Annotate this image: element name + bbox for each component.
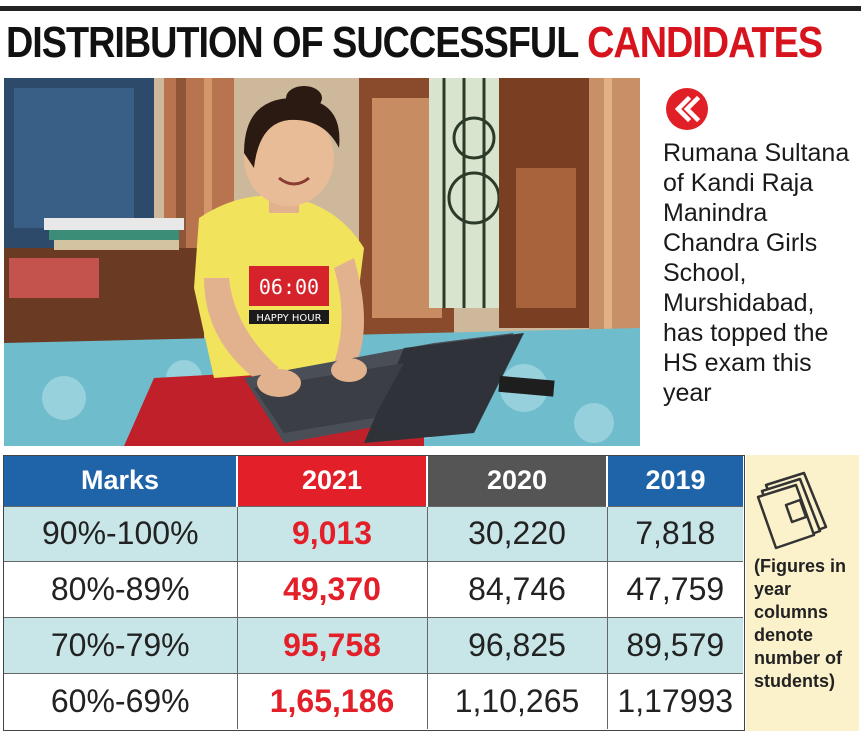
table-row: 90%-100% 9,013 30,220 7,818	[4, 505, 743, 562]
cell-2020: 84,746	[427, 561, 608, 618]
cell-2019: 7,818	[607, 505, 743, 562]
cell-2019: 47,759	[607, 561, 743, 618]
cell-2021: 95,758	[237, 617, 428, 674]
table-row: 70%-79% 95,758 96,825 89,579	[4, 617, 743, 674]
cell-2020: 1,10,265	[427, 673, 608, 729]
cell-2020: 30,220	[427, 505, 608, 562]
headline-red: CANDIDATES	[587, 18, 823, 67]
marks-table: Marks 2021 2020 2019 90%-100% 9,013 30,2…	[3, 455, 745, 731]
cell-2019: 89,579	[607, 617, 743, 674]
stack-of-papers-icon	[756, 471, 828, 550]
headline: DISTRIBUTION OF SUCCESSFUL CANDIDATES	[6, 14, 823, 72]
note-panel: (Figures in year columns denote number o…	[746, 455, 859, 731]
top-rule	[0, 6, 861, 11]
header-2020: 2020	[427, 456, 608, 506]
cell-2021: 9,013	[237, 505, 428, 562]
shirt-print-time: 06:00	[259, 275, 319, 299]
cell-2020: 96,825	[427, 617, 608, 674]
distribution-table: Marks 2021 2020 2019 90%-100% 9,013 30,2…	[4, 456, 743, 729]
cell-2019: 1,17993	[607, 673, 743, 729]
table-row: 80%-89% 49,370 84,746 47,759	[4, 561, 743, 618]
cell-2021: 49,370	[237, 561, 428, 618]
photo-illustration: 06:00 HAPPY HOUR	[4, 78, 640, 446]
header-2021: 2021	[237, 456, 428, 506]
double-chevron-left-icon	[666, 88, 708, 130]
row-marks: 90%-100%	[4, 505, 238, 562]
row-marks: 70%-79%	[4, 617, 238, 674]
photo-caption: Rumana Sultana of Kandi Raja Manindra Ch…	[663, 139, 850, 407]
cell-2021: 1,65,186	[237, 673, 428, 729]
headline-black: DISTRIBUTION OF SUCCESSFUL	[6, 18, 588, 67]
header-marks: Marks	[4, 456, 238, 506]
student-photo: 06:00 HAPPY HOUR	[4, 78, 640, 446]
row-marks: 80%-89%	[4, 561, 238, 618]
table-row: 60%-69% 1,65,186 1,10,265 1,17993	[4, 673, 743, 729]
header-2019: 2019	[607, 456, 743, 506]
note-text: (Figures in year columns denote number o…	[754, 556, 847, 691]
shirt-print-text: HAPPY HOUR	[256, 313, 321, 324]
caption-panel: Rumana Sultana of Kandi Raja Manindra Ch…	[654, 78, 859, 446]
row-marks: 60%-69%	[4, 673, 238, 729]
